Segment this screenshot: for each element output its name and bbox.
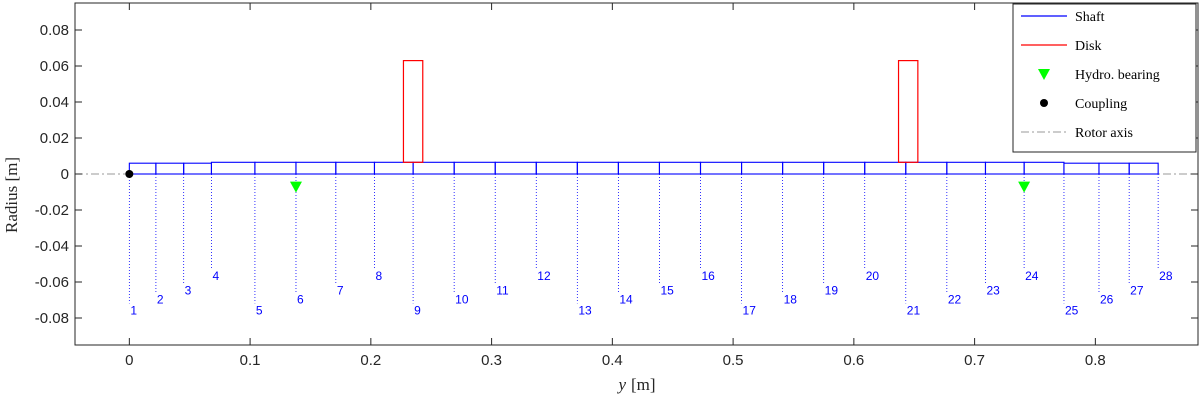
shaft-segment — [1063, 162, 1100, 175]
y-tick-label: 0.02 — [40, 130, 69, 147]
x-axis-variable: y — [616, 375, 626, 394]
node-label: 17 — [743, 303, 757, 317]
shaft-segment — [494, 161, 537, 175]
node-label: 2 — [157, 293, 164, 307]
shaft-segment — [984, 161, 1025, 175]
shaft-segment — [741, 161, 784, 175]
y-tick-label: 0.04 — [40, 94, 69, 111]
hydro-bearing-marker — [1018, 181, 1031, 193]
node-label: 20 — [866, 269, 880, 283]
legend-label: Shaft — [1075, 10, 1105, 25]
node-label: 10 — [455, 293, 469, 307]
y-axis-title: Radius [m] — [2, 157, 21, 233]
node-label: 14 — [619, 293, 633, 307]
shaft-segment — [210, 161, 256, 175]
x-tick-label: 0.4 — [602, 352, 623, 369]
shaft-segment — [1023, 161, 1065, 175]
x-axis-title: y [m] — [616, 375, 655, 394]
shaft-segment — [658, 161, 702, 175]
y-tick-label: -0.04 — [35, 238, 69, 255]
legend: Shaft Disk Hydro. bearing Coupling Rotor axi… — [1012, 3, 1197, 153]
shaft-segment — [295, 161, 337, 175]
shaft-segment — [823, 161, 866, 175]
x-tick-label: 0.2 — [360, 352, 381, 369]
shaft-segment — [128, 162, 157, 175]
shaft-segment — [254, 161, 297, 175]
legend-label: Disk — [1075, 39, 1101, 54]
node-label: 1 — [130, 303, 137, 317]
node-label: 25 — [1065, 303, 1079, 317]
y-tick-label: 0.08 — [40, 22, 69, 39]
shaft-segment — [535, 161, 578, 175]
plot-area: 1234567891011121314151617181920212223242… — [75, 59, 1198, 317]
legend-swatch-triangle — [1038, 69, 1050, 80]
node-label: 7 — [337, 284, 344, 298]
shaft-segment — [617, 161, 660, 175]
node-label: 16 — [701, 269, 715, 283]
x-tick-label: 0.3 — [481, 352, 502, 369]
node-label: 9 — [414, 303, 421, 317]
y-tick-label: -0.02 — [35, 202, 69, 219]
node-label: 22 — [948, 293, 962, 307]
x-axis-unit: [m] — [631, 375, 656, 394]
node-label: 5 — [256, 303, 263, 317]
x-tick-label: 0.1 — [240, 352, 261, 369]
legend-label: Hydro. bearing — [1075, 68, 1160, 83]
node-label: 19 — [825, 284, 839, 298]
node-label: 27 — [1130, 284, 1144, 298]
node-label: 13 — [578, 303, 592, 317]
node-label: 28 — [1159, 269, 1173, 283]
shaft-segment — [905, 161, 948, 175]
node-label: 8 — [375, 269, 382, 283]
y-tick-label: 0.06 — [40, 58, 69, 75]
disk — [897, 59, 919, 163]
disk — [402, 59, 424, 163]
node-label: 4 — [212, 269, 219, 283]
coupling-marker — [125, 170, 134, 178]
x-tick-label: 0.7 — [964, 352, 985, 369]
node-label: 26 — [1100, 293, 1114, 307]
shaft-segment — [335, 161, 376, 175]
node-label: 12 — [537, 269, 551, 283]
x-tick-label: 0.5 — [723, 352, 744, 369]
x-tick-label: 0.6 — [843, 352, 864, 369]
shaft-segment — [412, 161, 455, 175]
legend-label: Rotor axis — [1075, 126, 1133, 141]
node-label: 18 — [784, 293, 798, 307]
y-tick-label: -0.06 — [35, 274, 69, 291]
node-label: 23 — [986, 284, 1000, 298]
node-label: 21 — [907, 303, 921, 317]
x-tick-label: 0.8 — [1085, 352, 1106, 369]
y-tick-label: 0 — [61, 166, 69, 183]
axes: 0 0.1 0.2 0.3 0.4 0.5 0.6 0.7 0.8 -0.08 -0.06 -0.04… — [35, 2, 1199, 369]
shaft-segment — [155, 162, 185, 175]
hydro-bearing-marker — [289, 181, 302, 193]
legend-swatch-circle — [1040, 99, 1048, 107]
shaft-segment — [183, 162, 213, 175]
shaft-segment — [373, 161, 414, 175]
node-label: 15 — [660, 284, 674, 298]
node-label: 6 — [297, 293, 304, 307]
legend-label: Coupling — [1075, 97, 1127, 112]
shaft-segment — [1128, 162, 1159, 175]
shaft-segment — [699, 161, 743, 175]
shaft-segment — [782, 161, 825, 175]
shaft-segment — [576, 161, 619, 175]
shaft-segment — [864, 161, 907, 175]
node-label: 11 — [496, 284, 509, 298]
node-label: 3 — [185, 284, 192, 298]
node-label: 24 — [1025, 269, 1039, 283]
shaft-segment — [946, 161, 987, 175]
shaft-segment — [1098, 162, 1130, 175]
y-tick-label: -0.08 — [35, 310, 69, 327]
shaft-segment — [453, 161, 496, 175]
x-tick-label: 0 — [125, 352, 133, 369]
